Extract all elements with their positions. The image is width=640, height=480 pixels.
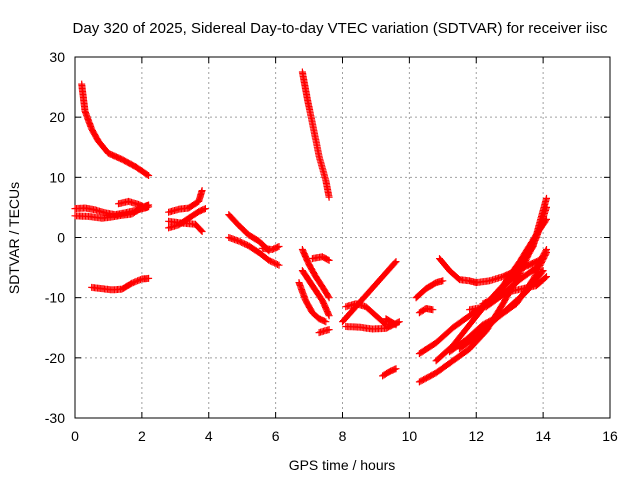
x-tick-label: 6 bbox=[272, 428, 280, 444]
data-series-arc33 bbox=[479, 273, 550, 308]
data-series-arc17 bbox=[315, 326, 333, 337]
y-tick-label: 20 bbox=[49, 109, 65, 125]
x-tick-label: 0 bbox=[71, 428, 79, 444]
data-series-arc4 bbox=[115, 197, 149, 211]
data-series-arc16 bbox=[308, 253, 333, 264]
data-series-arc25 bbox=[436, 255, 480, 287]
y-axis: -30 -20 -10 0 10 20 30 bbox=[45, 49, 610, 426]
x-tick-label: 2 bbox=[138, 428, 146, 444]
data-series-group bbox=[71, 68, 550, 386]
data-series-arc14 bbox=[298, 246, 333, 302]
x-tick-label: 8 bbox=[339, 428, 347, 444]
grid bbox=[75, 57, 610, 418]
data-series-arc29 bbox=[446, 249, 550, 356]
y-tick-label: -30 bbox=[45, 410, 65, 426]
data-series-arc8 bbox=[165, 217, 206, 235]
y-tick-label: 30 bbox=[49, 49, 65, 65]
data-series-arc15 bbox=[298, 267, 333, 320]
x-tick-label: 14 bbox=[535, 428, 551, 444]
data-series-arc21 bbox=[382, 315, 400, 329]
data-series-arc24 bbox=[415, 305, 437, 317]
x-tick-label: 4 bbox=[205, 428, 213, 444]
data-series-arc13 bbox=[295, 279, 330, 326]
x-axis: 0 2 4 6 8 10 12 14 16 bbox=[71, 57, 618, 444]
y-tick-label: -20 bbox=[45, 350, 65, 366]
data-series-arc1 bbox=[78, 80, 153, 179]
data-series-arc32 bbox=[472, 255, 547, 287]
y-tick-label: 10 bbox=[49, 169, 65, 185]
y-tick-label: -10 bbox=[45, 290, 65, 306]
data-series-arc6 bbox=[165, 187, 206, 216]
chart-title: Day 320 of 2025, Sidereal Day-to-day VTE… bbox=[73, 20, 608, 37]
data-series-arc19 bbox=[342, 300, 390, 329]
y-tick-label: 0 bbox=[57, 230, 65, 246]
data-series-arc18 bbox=[339, 258, 400, 326]
data-series-arc12 bbox=[298, 68, 333, 201]
data-series-arc11 bbox=[258, 243, 283, 253]
data-series-arc5 bbox=[88, 274, 153, 294]
data-series-arc23 bbox=[412, 277, 447, 302]
data-series-arc22 bbox=[379, 365, 400, 380]
data-series-arc10 bbox=[225, 234, 283, 269]
x-axis-label: GPS time / hours bbox=[289, 457, 396, 473]
x-tick-label: 10 bbox=[402, 428, 418, 444]
x-tick-label: 12 bbox=[468, 428, 484, 444]
x-tick-label: 16 bbox=[602, 428, 618, 444]
y-axis-label: SDTVAR / TECUs bbox=[6, 182, 22, 294]
